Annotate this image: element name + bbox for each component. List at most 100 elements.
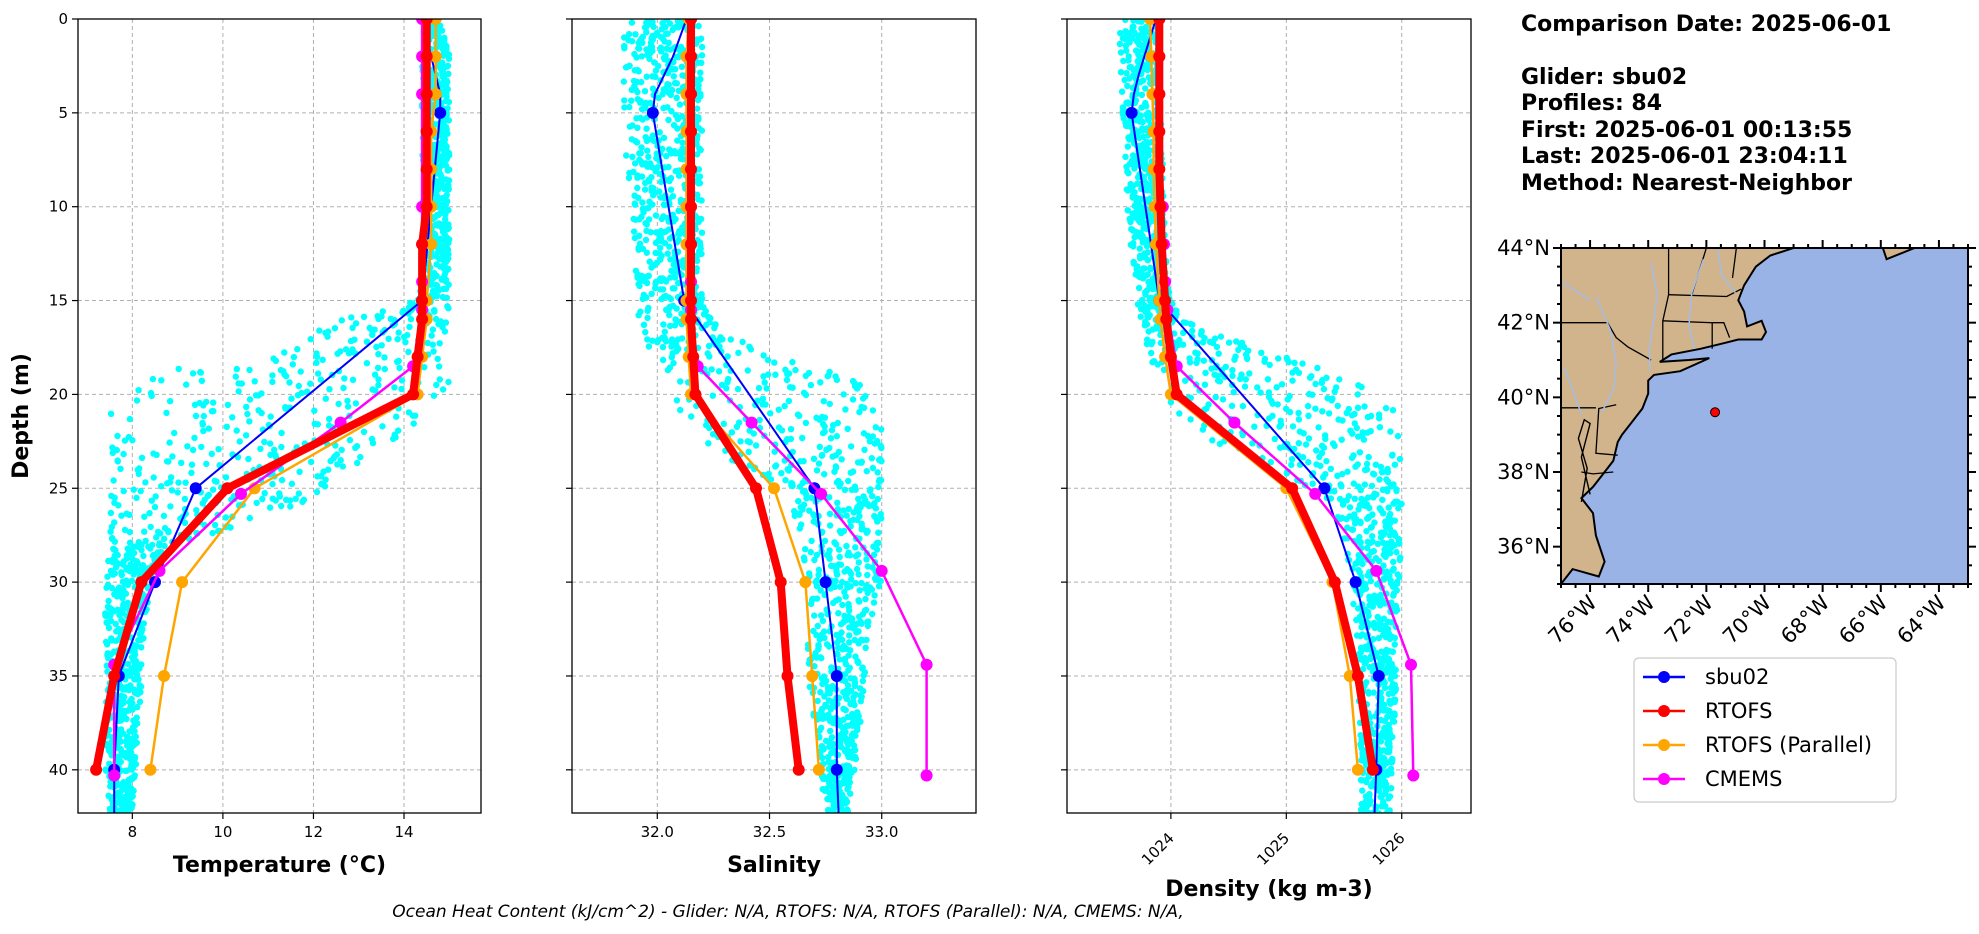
glider-point [864, 586, 872, 593]
glider-point [878, 444, 885, 452]
glider-point [1363, 460, 1371, 468]
glider-point [1135, 41, 1143, 48]
glider-point [147, 523, 154, 531]
glider-point [102, 612, 109, 619]
glider-point [1215, 350, 1222, 357]
glider-point [1372, 461, 1380, 468]
glider-point [644, 314, 651, 322]
glider-point [808, 537, 815, 545]
glider-point [357, 453, 364, 461]
glider-point [369, 386, 376, 393]
glider-point [660, 213, 667, 220]
glider-point [1324, 395, 1331, 402]
glider-point [168, 487, 176, 494]
glider-point [131, 754, 139, 761]
glider-point [407, 316, 415, 323]
glider-point [792, 366, 799, 374]
glider-point [434, 355, 441, 363]
glider-point [321, 483, 329, 490]
glider-point [440, 145, 447, 153]
glider-point [641, 186, 649, 193]
glider-point [369, 331, 376, 338]
glider-point [698, 229, 706, 236]
glider-point [288, 395, 295, 402]
glider-point [349, 324, 356, 331]
glider-point [1305, 412, 1312, 419]
x-axis-label: Density (kg m-3) [1165, 877, 1373, 902]
glider-point [833, 433, 840, 440]
glider-point [855, 659, 862, 666]
glider-point [121, 824, 127, 830]
glider-point [658, 252, 665, 260]
glider-point [869, 464, 877, 472]
glider-point [429, 287, 437, 295]
glider-point [1131, 189, 1138, 196]
glider-point [711, 321, 718, 328]
glider-point [125, 781, 132, 789]
glider-point [1275, 355, 1282, 362]
glider-point [644, 51, 651, 59]
glider-point [253, 499, 260, 507]
glider-point [631, 200, 638, 207]
x-tick-label: 14 [394, 823, 413, 841]
glider-point [129, 555, 136, 562]
glider-point [812, 649, 819, 657]
glider-point [134, 676, 141, 683]
glider-point [644, 336, 651, 343]
glider-point [109, 558, 116, 566]
glider-point [278, 476, 286, 484]
glider-point [643, 73, 650, 80]
glider-point [1382, 828, 1388, 834]
glider-point [431, 308, 438, 315]
glider-point [1339, 417, 1346, 424]
glider-point [167, 503, 174, 510]
glider-point [251, 378, 258, 385]
glider-point [1390, 718, 1398, 725]
glider-point [1389, 690, 1396, 697]
glider-point [1140, 161, 1147, 168]
info-panel: Comparison Date: 2025-06-01 Glider: sbu0… [1521, 12, 1891, 197]
glider-point [385, 335, 392, 342]
glider-point [824, 684, 832, 691]
glider-point [649, 132, 657, 139]
series-marker [774, 576, 787, 589]
glider-point [849, 697, 857, 705]
series-marker [799, 576, 812, 589]
glider-point [1381, 651, 1389, 659]
glider-point [394, 358, 401, 365]
glider-point [1242, 376, 1250, 383]
glider-point [813, 551, 820, 559]
series-marker [1154, 200, 1167, 213]
glider-point [1120, 57, 1127, 65]
glider-point [1295, 416, 1303, 423]
glider-point [824, 795, 831, 803]
glider-point [1353, 632, 1361, 639]
glider-point [665, 116, 672, 124]
glider-point [800, 458, 807, 465]
glider-point [122, 813, 128, 819]
series-marker [90, 763, 103, 776]
series-marker [1153, 125, 1166, 138]
series-marker [176, 576, 189, 589]
glider-point [1383, 568, 1391, 575]
glider-point [647, 229, 654, 236]
glider-point [1382, 780, 1390, 788]
glider-point [824, 753, 832, 761]
glider-point [1123, 47, 1130, 54]
series-marker [646, 106, 659, 119]
glider-point [1385, 630, 1393, 637]
glider-point [314, 370, 322, 377]
glider-point [1376, 655, 1383, 662]
glider-point [818, 654, 825, 662]
series-marker [792, 763, 805, 776]
series-marker [108, 670, 121, 682]
glider-point [697, 69, 704, 76]
glider-point [840, 507, 847, 514]
glider-point [632, 31, 639, 38]
glider-point [657, 178, 665, 186]
glider-point [1339, 470, 1346, 478]
glider-point [1130, 162, 1138, 169]
glider-point [192, 412, 200, 420]
glider-point [815, 571, 822, 578]
glider-point [215, 446, 222, 453]
